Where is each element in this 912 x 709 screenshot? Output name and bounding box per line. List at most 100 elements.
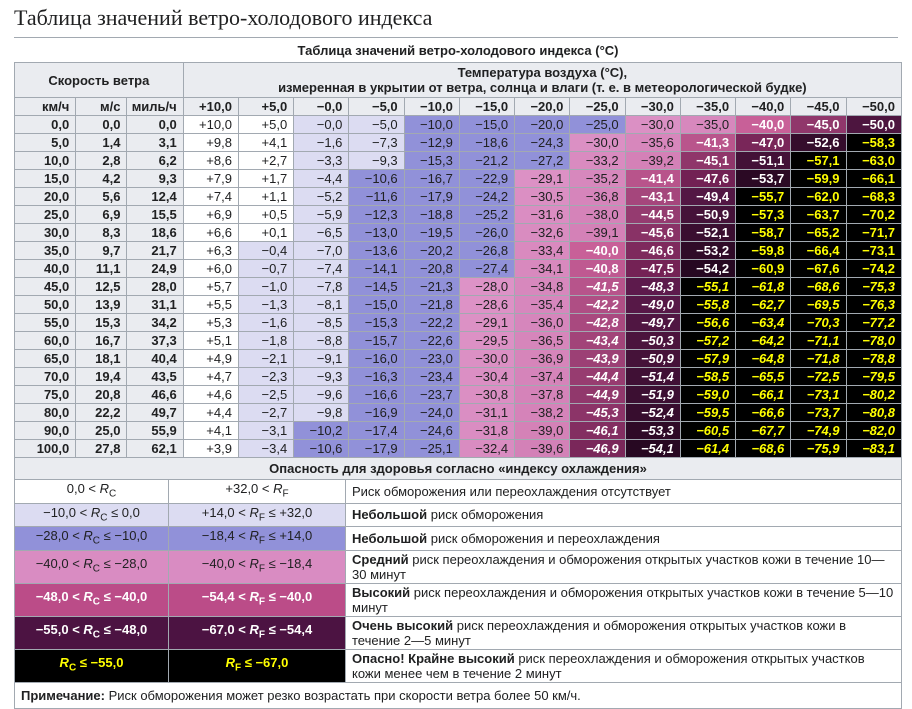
windchill-value-cell: −10,6 [293, 439, 350, 458]
wind-speed-cell: 2,8 [75, 151, 128, 170]
windchill-value-cell: −12,3 [348, 205, 405, 224]
windchill-value-cell: +7,9 [182, 169, 239, 188]
windchill-value-cell: −20,0 [514, 115, 571, 134]
legend-range-rc: −55,0 < RC ≤ −48,0 [14, 615, 169, 650]
windchill-value-cell: −18,8 [403, 205, 460, 224]
windchill-value-cell: −31,8 [458, 421, 516, 440]
windchill-value-cell: −28,6 [458, 295, 516, 314]
table-row: 65,0 18,1 40,4 +4,9 −2,1 −9,1 −16,0 −23,0 −30,0−… [13, 349, 903, 368]
windchill-value-cell: −44,9 [569, 385, 626, 404]
windchill-value-cell: −41,5 [569, 277, 626, 296]
windchill-value-cell: −43,4 [569, 331, 626, 350]
windchill-value-cell: −45,3 [569, 403, 626, 422]
wind-speed-cell: 45,0 [13, 277, 77, 296]
windchill-value-cell: −60,5 [679, 421, 737, 440]
windchill-value-cell: −42,8 [569, 313, 626, 332]
windchill-value-cell: −50,9 [624, 349, 681, 368]
windchill-value-cell: −40,8 [569, 259, 626, 278]
windchill-value-cell: −24,0 [403, 403, 460, 422]
windchill-value-cell: −3,4 [237, 439, 295, 458]
wind-speed-cell: 3,1 [126, 133, 184, 152]
windchill-value-cell: −20,2 [403, 241, 460, 260]
windchill-value-cell: −58,7 [735, 223, 792, 242]
windchill-value-cell: +5,5 [182, 295, 239, 314]
windchill-value-cell: −56,6 [679, 313, 737, 332]
table-row: 55,0 15,3 34,2 +5,3 −1,6 −8,5 −15,3 −22,2 −29,1−… [13, 313, 903, 332]
page-title: Таблица значений ветро-холодового индекс… [14, 2, 898, 38]
windchill-value-cell: −22,9 [458, 169, 516, 188]
note-row: Примечание: Риск обморожения может резко… [14, 681, 902, 709]
windchill-value-cell: −9,1 [293, 349, 350, 368]
wind-speed-cell: 0,0 [126, 115, 184, 134]
table-caption: Таблица значений ветро-холодового индекс… [297, 43, 619, 58]
windchill-value-cell: −59,5 [679, 403, 737, 422]
wind-speed-cell: 35,0 [13, 241, 77, 260]
windchill-value-cell: −83,1 [845, 439, 903, 458]
wind-speed-cell: 8,3 [75, 223, 128, 242]
windchill-value-cell: −29,5 [458, 331, 516, 350]
windchill-value-cell: −43,1 [624, 187, 681, 206]
legend-range-rc: −48,0 < RC ≤ −40,0 [14, 582, 169, 617]
legend-range-rc: −28,0 < RC ≤ −10,0 [14, 526, 169, 551]
windchill-value-cell: +6,9 [182, 205, 239, 224]
legend-row: −10,0 < RC ≤ 0,0 +14,0 < RF ≤ +32,0 Неболь… [14, 502, 902, 528]
windchill-value-cell: −2,3 [237, 367, 295, 386]
windchill-value-cell: −61,4 [679, 439, 737, 458]
windchill-value-cell: −23,4 [403, 367, 460, 386]
windchill-value-cell: −52,6 [790, 133, 847, 152]
windchill-value-cell: −20,8 [403, 259, 460, 278]
table-row: 15,0 4,2 9,3 +7,9 +1,7 −4,4 −10,6 −16,7 −22,9 −29… [13, 169, 903, 188]
windchill-value-cell: −15,0 [348, 295, 405, 314]
windchill-value-cell: +1,7 [237, 169, 295, 188]
windchill-value-cell: −66,1 [845, 169, 903, 188]
windchill-value-cell: −44,5 [624, 205, 681, 224]
windchill-value-cell: −58,5 [679, 367, 737, 386]
windchill-value-cell: −31,6 [514, 205, 571, 224]
windchill-value-cell: −26,0 [458, 223, 516, 242]
windchill-value-cell: −7,0 [293, 241, 350, 260]
windchill-value-cell: −9,3 [348, 151, 405, 170]
legend-row: −55,0 < RC ≤ −48,0 −67,0 < RF ≤ −54,4 Очен… [14, 615, 902, 650]
windchill-value-cell: −17,4 [348, 421, 405, 440]
table-row: 10,0 2,8 6,2 +8,6 +2,7 −3,3 −9,3 −15,3 −21,2 −27,… [13, 151, 903, 170]
windchill-value-cell: −30,0 [569, 133, 626, 152]
wind-speed-cell: 16,7 [75, 331, 128, 350]
wind-speed-cell: 37,3 [126, 331, 184, 350]
windchill-value-cell: −38,0 [569, 205, 626, 224]
wind-speed-cell: 25,0 [13, 205, 77, 224]
table-row: 80,0 22,2 49,7 +4,4 −2,7 −9,8 −16,9 −24,0 −31,1−… [13, 403, 903, 422]
windchill-value-cell: −41,3 [679, 133, 737, 152]
temp-column-header: +10,0 [182, 97, 239, 116]
windchill-value-cell: −47,5 [624, 259, 681, 278]
windchill-value-cell: −36,8 [569, 187, 626, 206]
temperature-group-header-line2: измеренная в укрытии от ветра, солнца и … [278, 80, 807, 95]
windchill-value-cell: −1,0 [237, 277, 295, 296]
windchill-value-cell: −16,3 [348, 367, 405, 386]
legend-description: Высокий риск переохлаждения и обморожени… [345, 582, 902, 617]
windchill-value-cell: −3,1 [237, 421, 295, 440]
windchill-value-cell: −63,0 [845, 151, 903, 170]
windchill-value-cell: −24,3 [514, 133, 571, 152]
windchill-value-cell: −21,3 [403, 277, 460, 296]
windchill-value-cell: −50,3 [624, 331, 681, 350]
windchill-value-cell: −72,5 [790, 367, 847, 386]
wind-speed-cell: 34,2 [126, 313, 184, 332]
windchill-value-cell: −80,2 [845, 385, 903, 404]
windchill-value-cell: +4,1 [237, 133, 295, 152]
windchill-value-cell: −27,4 [458, 259, 516, 278]
wind-speed-cell: 4,2 [75, 169, 128, 188]
windchill-value-cell: −59,9 [790, 169, 847, 188]
windchill-value-cell: −36,9 [514, 349, 571, 368]
windchill-value-cell: −17,9 [403, 187, 460, 206]
wind-speed-cell: 28,0 [126, 277, 184, 296]
windchill-value-cell: −44,4 [569, 367, 626, 386]
windchill-value-cell: −4,4 [293, 169, 350, 188]
windchill-value-cell: −64,8 [735, 349, 792, 368]
table-row: 70,0 19,4 43,5 +4,7 −2,3 −9,3 −16,3 −23,4 −30,4−… [13, 367, 903, 386]
windchill-value-cell: −8,8 [293, 331, 350, 350]
windchill-value-cell: −14,1 [348, 259, 405, 278]
windchill-value-cell: −1,3 [237, 295, 295, 314]
windchill-value-cell: −16,9 [348, 403, 405, 422]
windchill-value-cell: −0,7 [237, 259, 295, 278]
windchill-value-cell: −60,9 [735, 259, 792, 278]
